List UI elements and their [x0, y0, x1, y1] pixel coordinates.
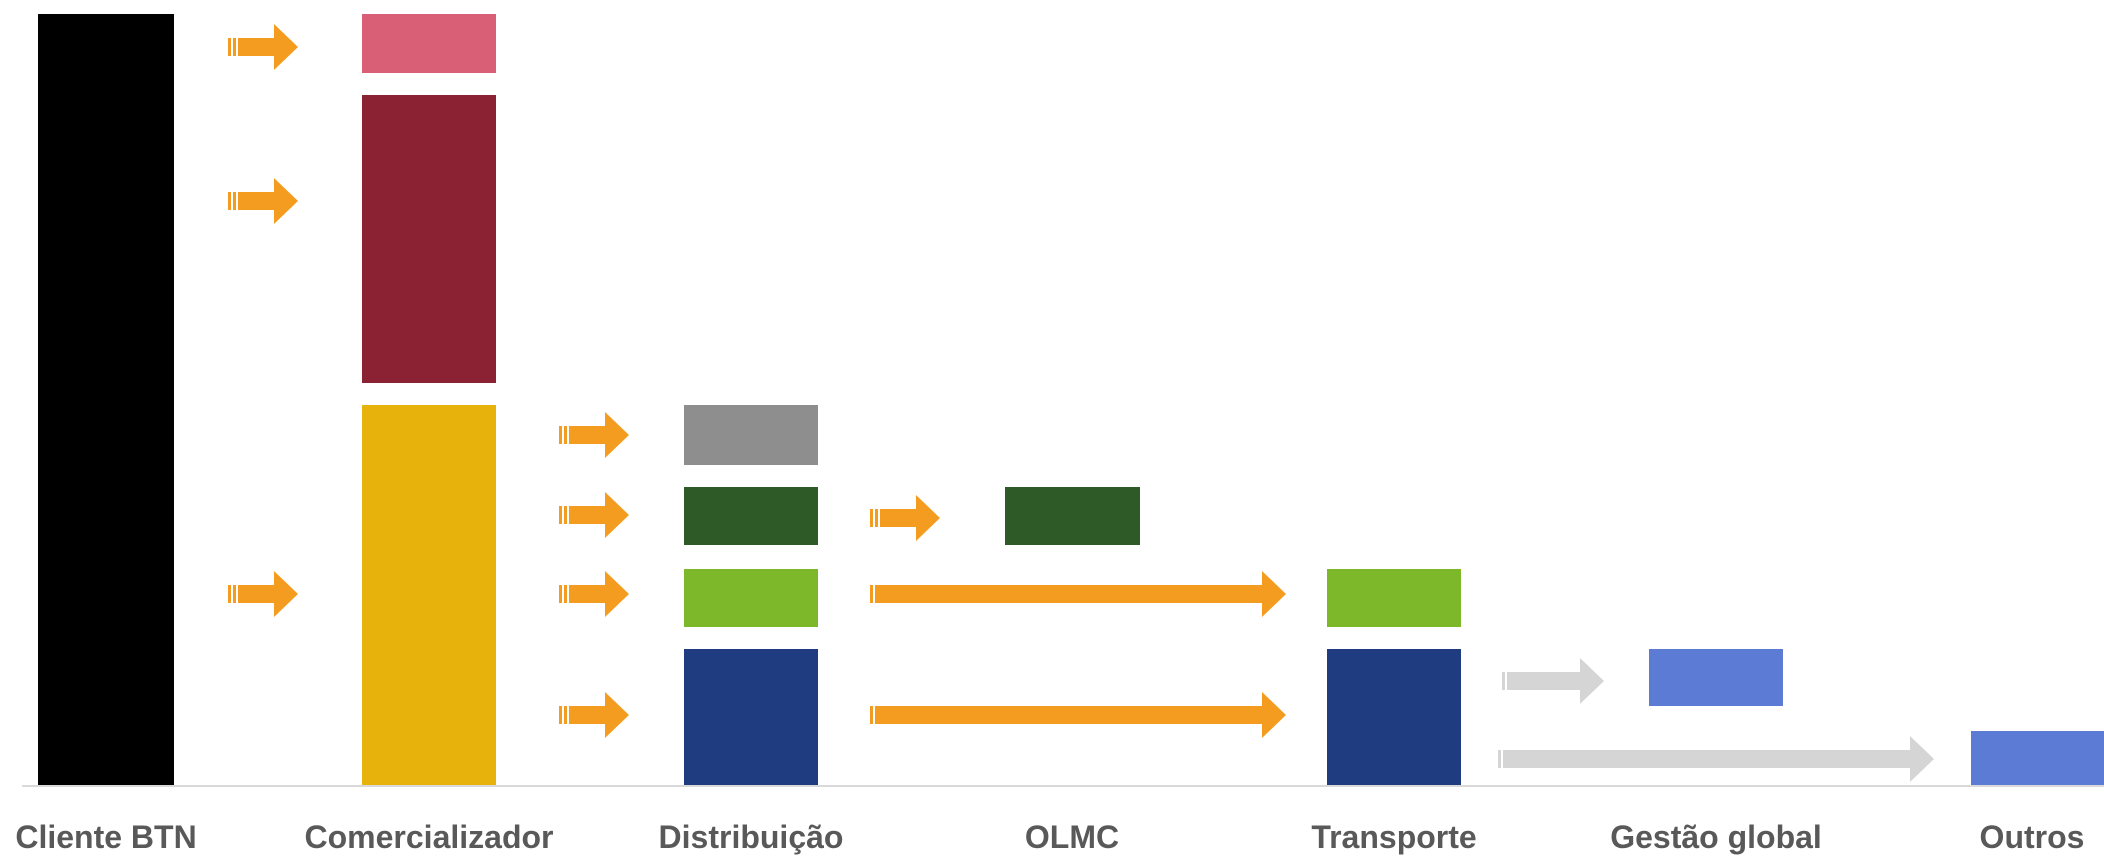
comercializador-pink-block [362, 14, 496, 73]
distribuicao-navy-block [684, 649, 818, 785]
arrow-long-right-icon [868, 692, 1286, 738]
column-label-comercializador: Comercializador [305, 819, 554, 855]
column-label-gestao-global: Gestão global [1610, 819, 1822, 855]
column-label-distribuicao: Distribuição [659, 819, 844, 855]
transporte-lime-block [1327, 569, 1461, 627]
arrow-gray-right-icon [1500, 658, 1604, 704]
comercializador-gold-block [362, 405, 496, 785]
arrow-right-icon [226, 24, 298, 70]
arrow-right-icon [557, 492, 629, 538]
arrow-right-icon [868, 495, 940, 541]
column-label-cliente-btn: Cliente BTN [15, 819, 196, 855]
outros-blue-block [1971, 731, 2104, 785]
arrow-gray-long-right-icon [1496, 736, 1934, 782]
arrow-right-icon [557, 412, 629, 458]
arrow-right-icon [557, 571, 629, 617]
column-label-transporte: Transporte [1311, 819, 1476, 855]
distribuicao-gray-block [684, 405, 818, 465]
transporte-navy-block [1327, 649, 1461, 785]
arrow-long-right-icon [868, 571, 1286, 617]
distribuicao-lime-block [684, 569, 818, 627]
arrow-right-icon [557, 692, 629, 738]
column-label-olmc: OLMC [1025, 819, 1119, 855]
gestao-global-blue-block [1649, 649, 1783, 706]
comercializador-maroon-block [362, 95, 496, 383]
cliente-btn-bar [38, 14, 174, 785]
arrow-right-icon [226, 178, 298, 224]
distribuicao-dark-green-block [684, 487, 818, 545]
olmc-dark-green-block [1005, 487, 1140, 545]
arrow-right-icon [226, 571, 298, 617]
column-label-outros: Outros [1980, 819, 2085, 855]
